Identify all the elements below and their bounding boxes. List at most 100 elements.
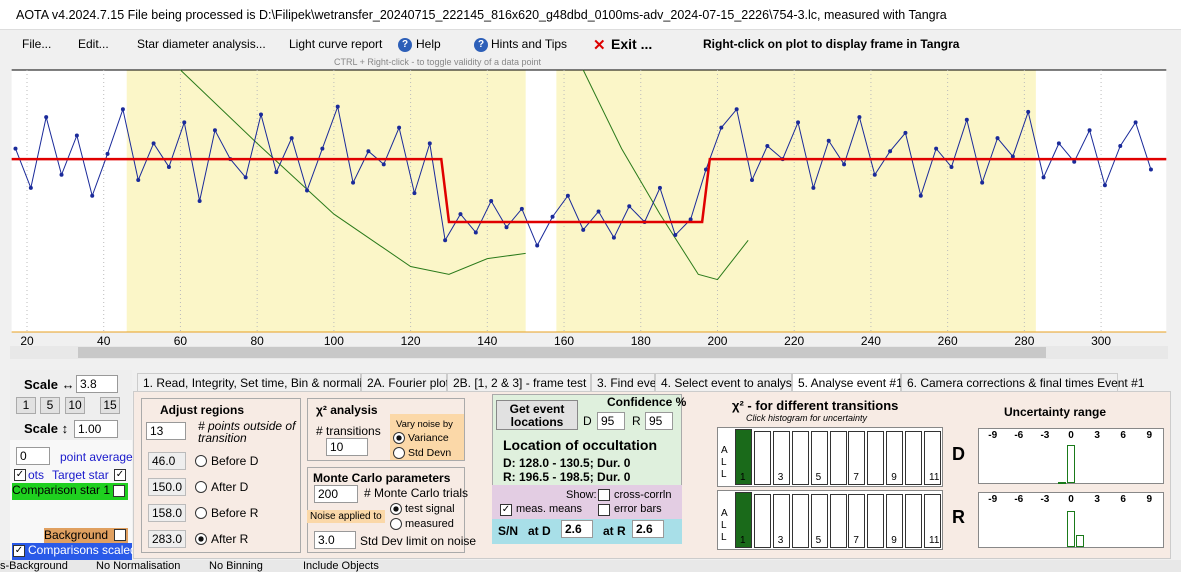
label: Scale ↕ bbox=[24, 421, 69, 436]
histogram-bar[interactable] bbox=[791, 430, 809, 485]
histogram-bar[interactable] bbox=[924, 493, 941, 548]
checkbox[interactable] bbox=[598, 489, 610, 501]
dropdown[interactable]: 0 bbox=[16, 447, 50, 465]
tab[interactable]: 2B. [1, 2 & 3] - frame test bbox=[447, 373, 591, 392]
radio-label[interactable]: After R bbox=[211, 532, 249, 546]
histogram-bar[interactable] bbox=[772, 430, 790, 485]
axis-label: 3 bbox=[777, 535, 784, 546]
histogram-bar[interactable] bbox=[924, 430, 941, 485]
histogram-bar[interactable] bbox=[753, 493, 771, 548]
menu-item[interactable]: Edit... bbox=[78, 37, 109, 51]
radio-label[interactable]: Std Devn bbox=[408, 447, 452, 459]
x-tick-label: 240 bbox=[861, 334, 881, 348]
region-band bbox=[126, 70, 526, 332]
series-line bbox=[180, 69, 749, 281]
scroll-thumb bbox=[78, 347, 1046, 358]
data-point bbox=[412, 191, 417, 196]
tab[interactable]: 1. Read, Integrity, Set time, Bin & norm… bbox=[137, 373, 375, 392]
x-tick-label: 200 bbox=[707, 334, 727, 348]
histogram-bar[interactable] bbox=[810, 493, 828, 548]
histogram-bar[interactable] bbox=[848, 430, 866, 485]
radio-label[interactable]: test signal bbox=[405, 503, 455, 515]
checkbox[interactable]: ✓ bbox=[13, 545, 25, 557]
checkbox[interactable]: ✓ bbox=[14, 469, 26, 481]
tick-label: -9 bbox=[988, 494, 998, 505]
button[interactable]: 5 bbox=[40, 397, 60, 414]
histogram-bar[interactable] bbox=[905, 493, 923, 548]
radio-label[interactable]: Before D bbox=[211, 454, 259, 468]
menu-item[interactable]: Star diameter analysis... bbox=[137, 37, 266, 51]
data-point bbox=[1010, 154, 1015, 159]
button[interactable]: 1 bbox=[16, 397, 36, 414]
label: at D bbox=[528, 524, 551, 538]
checkbox[interactable] bbox=[598, 504, 610, 516]
histogram-bar[interactable] bbox=[810, 430, 828, 485]
histogram-bar[interactable] bbox=[848, 493, 866, 548]
x-tick-label: 100 bbox=[324, 334, 344, 348]
data-point bbox=[581, 227, 586, 232]
histogram-bar[interactable] bbox=[735, 492, 752, 548]
histogram-bar[interactable] bbox=[886, 430, 904, 485]
histogram-bar[interactable] bbox=[867, 430, 885, 485]
histogram-bar[interactable] bbox=[886, 493, 904, 548]
radio bbox=[195, 507, 207, 519]
histogram-bar[interactable] bbox=[735, 429, 752, 485]
region-value: 46.0 bbox=[148, 452, 186, 470]
tick-label: 6 bbox=[1120, 430, 1126, 441]
data-point bbox=[811, 185, 816, 190]
button[interactable]: 10 bbox=[65, 397, 85, 414]
data-point bbox=[796, 120, 801, 125]
button[interactable]: Get event locations bbox=[496, 400, 578, 430]
checkbox[interactable]: ✓ bbox=[114, 469, 126, 481]
tab[interactable]: 5. Analyse event #1 bbox=[792, 373, 903, 392]
radio bbox=[195, 481, 207, 493]
label: Monte Carlo parameters bbox=[313, 471, 451, 485]
axis-label: 11 bbox=[929, 472, 940, 483]
status-item[interactable]: No Binning bbox=[209, 560, 263, 572]
radio-label[interactable]: After D bbox=[211, 480, 249, 494]
tab[interactable]: 4. Select event to analyse bbox=[655, 373, 798, 392]
button[interactable]: 15 bbox=[100, 397, 120, 414]
data-point bbox=[274, 170, 279, 175]
status-item[interactable]: No Normalisation bbox=[96, 560, 181, 572]
data-point bbox=[734, 107, 739, 112]
tab[interactable]: 6. Camera corrections & final times Even… bbox=[901, 373, 1144, 392]
x-tick-label: 80 bbox=[250, 334, 264, 348]
checkbox-label[interactable]: cross-corrln bbox=[614, 489, 672, 501]
menu-item[interactable]: File... bbox=[22, 37, 52, 51]
data-point bbox=[918, 193, 923, 198]
data-point bbox=[1087, 128, 1092, 133]
show-box bbox=[492, 485, 682, 519]
status-item[interactable]: s-Background bbox=[0, 560, 68, 572]
data-point bbox=[703, 167, 708, 172]
histogram-bar[interactable] bbox=[791, 493, 809, 548]
menu-item[interactable]: Help bbox=[416, 37, 441, 51]
data-point bbox=[427, 141, 432, 146]
checkbox[interactable] bbox=[113, 485, 125, 497]
menu-item[interactable]: Exit ... bbox=[611, 36, 653, 52]
x-tick-label: 280 bbox=[1014, 334, 1034, 348]
tab[interactable]: 3. Find events bbox=[591, 373, 672, 392]
status-item[interactable]: Include Objects bbox=[303, 560, 379, 572]
axis-label: 5 bbox=[815, 535, 822, 546]
histogram-bar[interactable] bbox=[905, 430, 923, 485]
menu-item[interactable]: Hints and Tips bbox=[491, 37, 568, 51]
histogram-bar[interactable] bbox=[867, 493, 885, 548]
radio-label[interactable]: Before R bbox=[211, 506, 259, 520]
histogram-bar[interactable] bbox=[772, 493, 790, 548]
input: 3.0 bbox=[314, 531, 356, 549]
menu-item[interactable]: Light curve report bbox=[289, 37, 383, 51]
checkbox-label[interactable]: error bars bbox=[614, 503, 662, 515]
tab[interactable]: 2A. Fourier plot bbox=[361, 373, 449, 392]
radio-label[interactable]: Variance bbox=[408, 432, 449, 444]
histogram-bar[interactable] bbox=[753, 430, 771, 485]
data-point bbox=[397, 125, 402, 130]
data-point bbox=[719, 125, 724, 130]
histogram-bar[interactable] bbox=[829, 493, 847, 548]
checkbox-label[interactable]: meas. means bbox=[516, 503, 583, 515]
radio-label[interactable]: measured bbox=[405, 518, 454, 530]
histogram-bar[interactable] bbox=[829, 430, 847, 485]
checkbox[interactable]: ✓ bbox=[500, 504, 512, 516]
checkbox[interactable] bbox=[114, 529, 126, 541]
tick-label: 0 bbox=[1068, 430, 1074, 441]
